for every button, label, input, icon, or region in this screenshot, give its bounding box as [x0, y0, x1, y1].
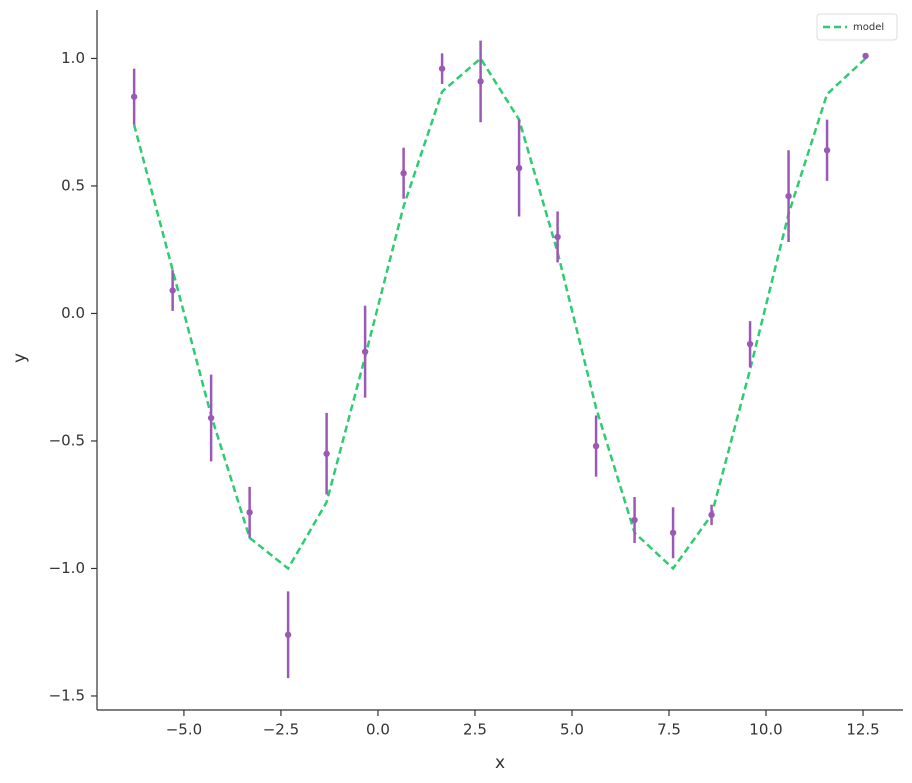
x-tick-label: 5.0 [560, 721, 584, 739]
x-tick-label: 12.5 [846, 721, 879, 739]
x-tick-label: 2.5 [463, 721, 487, 739]
y-tick-label: −1.0 [49, 559, 85, 577]
data-point [169, 287, 176, 294]
y-axis-label: y [10, 353, 30, 363]
data-point [207, 414, 215, 422]
x-axis-label: x [495, 753, 505, 773]
data-point [746, 340, 754, 348]
data-point [246, 509, 253, 516]
data-point [361, 348, 369, 355]
legend-label: model [853, 22, 884, 33]
x-tick-label: 10.0 [749, 721, 782, 739]
data-point [477, 78, 484, 85]
data-point [400, 170, 407, 177]
x-tick-label: −2.5 [263, 721, 299, 739]
legend-box [816, 13, 898, 41]
data-point [515, 164, 523, 172]
data-point [785, 192, 792, 200]
data-point [708, 511, 715, 519]
y-tick-label: 1.0 [61, 49, 85, 67]
data-point [554, 233, 561, 241]
data-point [130, 93, 138, 100]
x-tick-label: −5.0 [166, 721, 202, 739]
y-tick-label: −1.5 [49, 686, 85, 704]
data-point [592, 442, 600, 450]
model-line [132, 56, 867, 571]
y-tick-label: 0.0 [61, 304, 85, 322]
data-point [284, 631, 292, 638]
data-point [669, 529, 677, 536]
y-tick-label: 0.5 [61, 176, 85, 194]
data-point [862, 52, 869, 60]
data-point [323, 450, 330, 457]
data-point [823, 147, 831, 154]
data-point [631, 516, 638, 524]
x-tick-label: 7.5 [657, 721, 681, 739]
x-tick-label: 0.0 [366, 721, 390, 739]
data-point [438, 65, 446, 72]
y-tick-label: −0.5 [49, 431, 85, 449]
